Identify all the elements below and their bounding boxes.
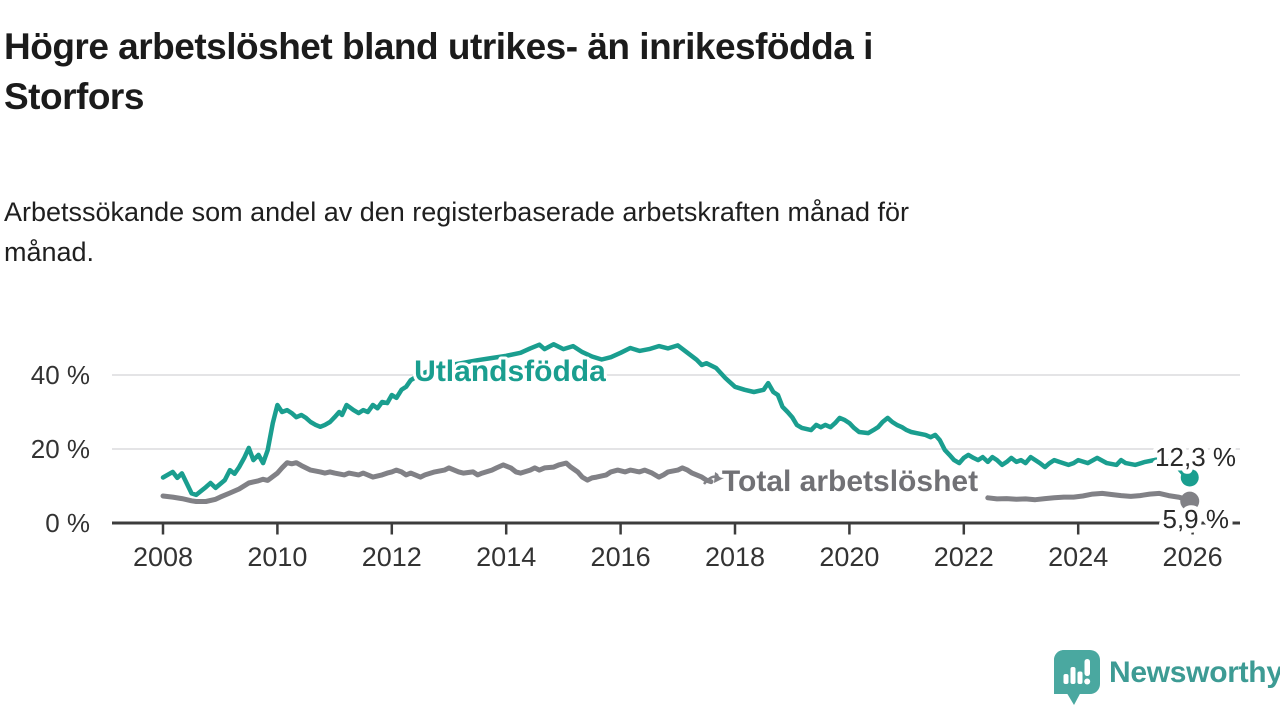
newsworthy-logo-text: Newsworthy bbox=[1109, 656, 1280, 689]
label-connector-arrowhead-0 bbox=[714, 472, 724, 483]
page-title: Högre arbetslöshet bland utrikes- än inr… bbox=[4, 22, 1174, 122]
series-label-0: Total arbetslöshet bbox=[722, 465, 978, 498]
x-tick-label-2008: 2008 bbox=[133, 542, 193, 572]
page-subtitle-line-1: Arbetssökande som andel av den registerb… bbox=[4, 197, 910, 227]
x-tick-label-2020: 2020 bbox=[819, 542, 879, 572]
series-label-1: Utlandsfödda bbox=[414, 355, 606, 388]
page-title-line-2: Storfors bbox=[4, 76, 144, 117]
series-end-dot-0 bbox=[1180, 491, 1200, 511]
x-tick-label-2026: 2026 bbox=[1163, 542, 1223, 572]
x-tick-label-2016: 2016 bbox=[591, 542, 651, 572]
x-tick-label-2014: 2014 bbox=[476, 542, 536, 572]
x-tick-label-2010: 2010 bbox=[247, 542, 307, 572]
series-end-value-label-0: 5,9 % bbox=[1163, 504, 1230, 534]
page-subtitle: Arbetssökande som andel av den registerb… bbox=[4, 192, 1204, 272]
x-tick-label-2022: 2022 bbox=[934, 542, 994, 572]
y-tick-label-0: 0 % bbox=[45, 508, 90, 538]
series-line-1-seg-0 bbox=[160, 342, 1192, 498]
series-line-0-seg-1 bbox=[985, 490, 1193, 504]
x-tick-label-2018: 2018 bbox=[705, 542, 765, 572]
page-title-line-1: Högre arbetslöshet bland utrikes- än inr… bbox=[4, 26, 873, 67]
series-line-0-seg-0 bbox=[160, 460, 714, 504]
x-tick-label-2024: 2024 bbox=[1048, 542, 1108, 572]
series-end-dot-1 bbox=[1180, 468, 1199, 487]
series-end-value-label-1: 12,3 % bbox=[1155, 442, 1236, 472]
y-tick-label-40: 40 % bbox=[31, 360, 90, 390]
y-tick-label-20: 20 % bbox=[31, 434, 90, 464]
newsworthy-logo-icon bbox=[1054, 650, 1100, 705]
newsworthy-logo: Newsworthy bbox=[1054, 650, 1280, 706]
x-tick-label-2012: 2012 bbox=[362, 542, 422, 572]
page-subtitle-line-2: månad. bbox=[4, 237, 95, 267]
